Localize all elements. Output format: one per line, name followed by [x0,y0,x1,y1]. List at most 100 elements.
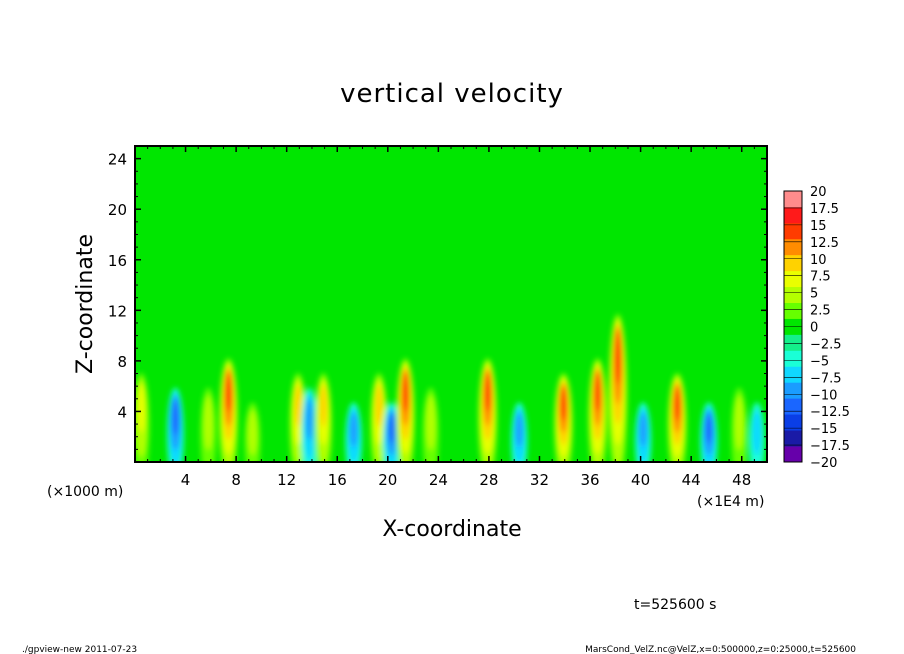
heatmap-feature [511,402,528,462]
colorbar-label: −7.5 [810,371,842,386]
x-tick-label: 12 [277,471,296,489]
colorbar-label: −5 [810,354,829,369]
colorbar-swatch [784,222,802,240]
heatmap-feature [667,372,687,462]
colorbar-label: 17.5 [810,202,839,217]
colorbar-label: 10 [810,253,827,268]
heatmap-feature [396,358,415,462]
x-unit-left-label: (×1000 m) [47,484,123,500]
heatmap-contour [674,386,681,421]
y-axis: 4 8 12 16 20 24 [108,151,767,450]
x-axis-title: X-coordinate [382,517,521,542]
heatmap-contour [349,412,358,448]
heatmap-contour [614,329,621,384]
colorbar-swatch [784,286,802,303]
y-tick-label: 12 [108,302,127,320]
heatmap-contour [752,409,762,456]
heatmap-feature [554,372,573,462]
time-label: t=525600 s [634,597,716,613]
colorbar-swatch [784,414,802,431]
heatmap-feature [135,372,150,462]
heatmap-contour [305,397,314,441]
colorbar-label: −20 [810,456,837,471]
heatmap-background [135,146,767,462]
heatmap-contour [560,386,567,421]
x-tick-label: 20 [378,471,397,489]
colorbar-label: 0 [810,321,818,336]
y-tick-label: 8 [117,353,127,371]
x-tick-label: 32 [530,471,549,489]
y-tick-label: 16 [108,252,127,270]
colorbar-label: 5 [810,287,818,302]
y-axis-title: Z-coordinate [73,234,98,374]
heatmap-feature [244,402,261,462]
heatmap-feature [608,313,628,462]
colorbar-swatch [784,238,802,256]
colorbar-swatch [784,206,802,224]
heatmap-contour [225,372,232,412]
colorbar-label: 12.5 [810,236,839,251]
colorbar-label: −10 [810,388,837,403]
colorbar-swatch [784,334,802,351]
heatmap-feature [588,358,608,462]
heatmap-feature [422,387,439,462]
colorbar-label: −2.5 [810,337,842,352]
heatmap-contour [388,413,395,444]
x-axis: 4 8 12 16 20 24 28 32 36 40 44 48 [147,146,755,489]
colorbar-label: 7.5 [810,270,831,285]
heatmap-feature [301,387,318,462]
heatmap-contour [734,395,744,451]
heatmap-contour [294,384,302,427]
heatmap-contour [639,412,647,448]
heatmap-feature [478,358,498,462]
heatmap-feature [731,387,748,462]
heatmap-feature [634,402,652,462]
colorbar-swatch [784,366,802,383]
heatmap-contour [426,395,436,451]
heatmap-feature [219,358,239,462]
heatmap-contour [203,395,213,451]
colorbar-swatch [784,302,802,319]
x-tick-label: 16 [328,471,347,489]
heatmap-feature [166,387,184,462]
heatmap-field [135,313,765,462]
heatmap-feature [314,372,333,462]
x-tick-label: 36 [580,471,599,489]
colorbar-label: 20 [810,185,827,200]
heatmap-contour [594,372,601,412]
x-tick-label: 44 [682,471,701,489]
heatmap-feature [382,402,401,462]
heatmap-contour [247,409,258,456]
heatmap-contour [515,412,523,448]
source-label: MarsCond_VelZ.nc@VelZ,x=0:500000,z=0:250… [585,645,856,654]
colorbar-label: 2.5 [810,304,831,319]
x-tick-label: 8 [231,471,241,489]
colorbar-swatch [784,382,802,399]
heatmap-contour [172,399,179,436]
heatmap-feature [700,402,718,462]
colorbar-label: 15 [810,219,827,234]
colorbar-swatch [784,446,802,463]
x-tick-label: 48 [732,471,751,489]
x-tick-label: 4 [181,471,191,489]
colorbar-swatch [784,191,802,208]
colorbar-swatch [784,430,802,447]
colorbar-swatch [784,270,802,288]
heatmap-feature [749,402,765,462]
colorbar: 20 17.5 15 12.5 10 7.5 5 2.5 0−2.5 −5 −7.5 −10 −12.5… [783,185,850,471]
heatmap-contour [484,372,491,412]
y-tick-label: 24 [108,151,127,169]
colorbar-label: −15 [810,422,837,437]
heatmap-contour [705,413,713,444]
program-label: ./gpview-new 2011-07-23 [22,645,137,654]
x-tick-label: 28 [479,471,498,489]
y-tick-label: 4 [117,403,127,421]
colorbar-swatch [784,398,802,415]
heatmap-feature [200,387,217,462]
heatmap-feature [345,402,362,462]
colorbar-label: −17.5 [810,439,850,454]
heatmap-contour [375,384,383,427]
colorbar-swatch [784,254,802,272]
